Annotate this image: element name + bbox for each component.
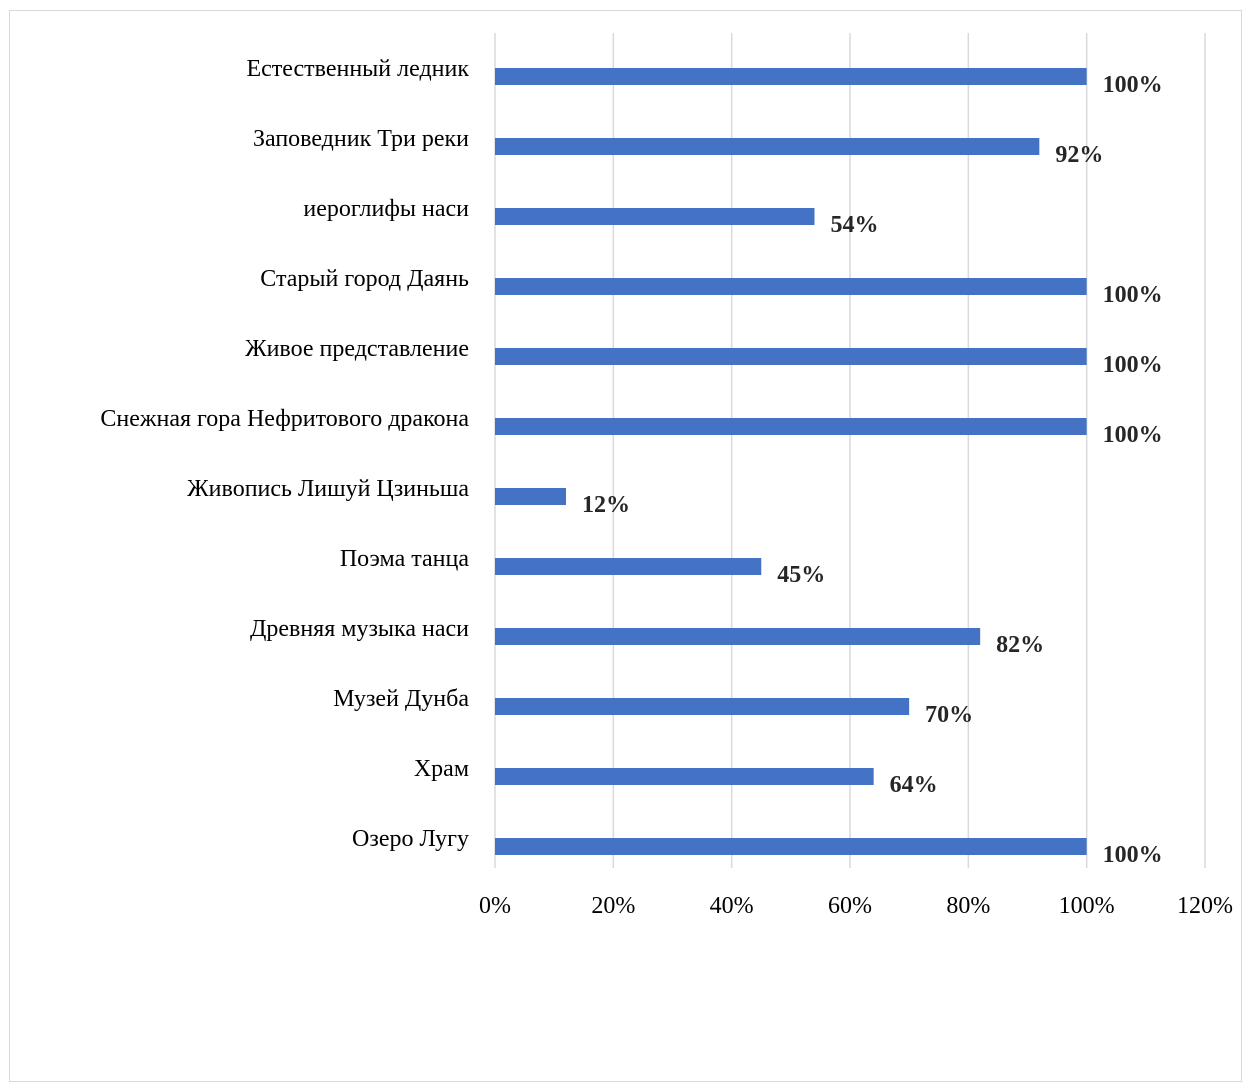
bar [495, 278, 1087, 295]
category-label: Древняя музыка наси [250, 616, 469, 642]
category-label: Озеро Лугу [352, 826, 469, 852]
data-label: 64% [890, 772, 938, 798]
bars [495, 68, 1087, 855]
category-label: Живопись Лишуй Цзиньша [187, 476, 469, 502]
data-label: 100% [1103, 282, 1163, 308]
data-label: 100% [1103, 352, 1163, 378]
category-label: Музей Дунба [333, 686, 469, 712]
x-tick-label: 60% [828, 893, 872, 919]
bar [495, 208, 815, 225]
data-label: 12% [582, 492, 630, 518]
x-tick-label: 100% [1059, 893, 1115, 919]
bar [495, 698, 910, 715]
data-label: 45% [777, 562, 825, 588]
bar [495, 348, 1087, 365]
data-label: 82% [996, 632, 1044, 658]
chart-frame [9, 10, 1242, 1082]
x-tick-label: 80% [946, 893, 990, 919]
category-label: Естественный ледник [246, 56, 469, 82]
data-label: 92% [1055, 142, 1103, 168]
bar [495, 628, 981, 645]
x-tick-label: 20% [591, 893, 635, 919]
category-label: Поэма танца [340, 546, 470, 572]
labels: 0% 20% 40% 60% 80% 100% 120% Естественный ледни… [100, 56, 1233, 919]
category-label: Живое представление [245, 336, 469, 362]
x-tick-label: 40% [710, 893, 754, 919]
bar [495, 838, 1087, 855]
category-label: Снежная гора Нефритового дракона [100, 406, 469, 432]
gridlines [494, 33, 1206, 868]
bar [495, 488, 566, 505]
data-label: 100% [1103, 72, 1163, 98]
data-label: 100% [1103, 842, 1163, 868]
bar [495, 138, 1040, 155]
data-label: 100% [1103, 422, 1163, 448]
bar [495, 418, 1087, 435]
x-tick-label: 120% [1177, 893, 1233, 919]
category-label: Храм [414, 756, 469, 782]
bar [495, 768, 874, 785]
bar [495, 68, 1087, 85]
category-label: иероглифы наси [303, 196, 469, 222]
data-label: 70% [925, 702, 973, 728]
data-label: 54% [831, 212, 879, 238]
category-label: Заповедник Три реки [253, 126, 469, 152]
x-tick-label: 0% [479, 893, 511, 919]
category-label: Старый город Даянь [260, 266, 469, 292]
bar [495, 558, 762, 575]
